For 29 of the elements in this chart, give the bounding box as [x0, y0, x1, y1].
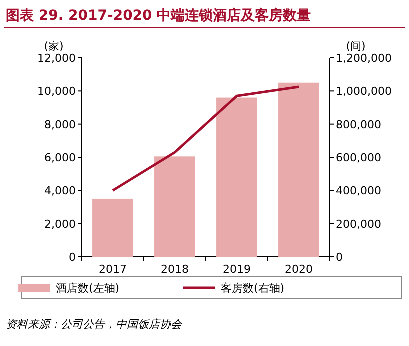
bar	[216, 98, 258, 257]
bar	[154, 156, 196, 257]
y-axis-title: (家)	[44, 40, 64, 53]
text: 资料来源：公司公告，中国饭店协会	[6, 318, 183, 331]
bar	[278, 82, 320, 257]
legend-label: 酒店数(左轴)	[56, 282, 120, 295]
y2-tick-label: 600,000	[336, 152, 382, 164]
bar	[92, 198, 134, 257]
y2-tick-label: 400,000	[336, 184, 382, 198]
line-series	[112, 86, 300, 192]
legend-label: 客房数(右轴)	[221, 282, 285, 295]
y2-tick-label: 1,000,000	[336, 85, 392, 98]
y-tick-label: 12,000	[38, 52, 76, 65]
y2-tick-label: 200,000	[336, 218, 382, 231]
y-tick-label: 4,000	[44, 184, 76, 198]
y2-tick-label: 800,000	[336, 118, 382, 132]
y-tick-label: 10,000	[38, 85, 76, 98]
x-tick-label: 2019	[223, 263, 251, 276]
y2-tick-label: 0	[336, 251, 343, 264]
chart-title: 图表 29. 2017-2020 中端连锁酒店及客房数量	[6, 7, 312, 24]
y-tick-label: 6,000	[44, 152, 76, 164]
y-tick-label: 0	[69, 251, 76, 264]
x-tick-label: 2018	[161, 263, 189, 276]
x-tick-label: 2020	[285, 263, 313, 276]
y-tick-label: 2,000	[44, 218, 76, 231]
x-tick-label: 2017	[99, 263, 127, 276]
y2-tick-label: 1,200,000	[336, 52, 392, 65]
y2-axis-title: (间)	[346, 40, 366, 53]
y-tick-label: 8,000	[44, 118, 76, 132]
